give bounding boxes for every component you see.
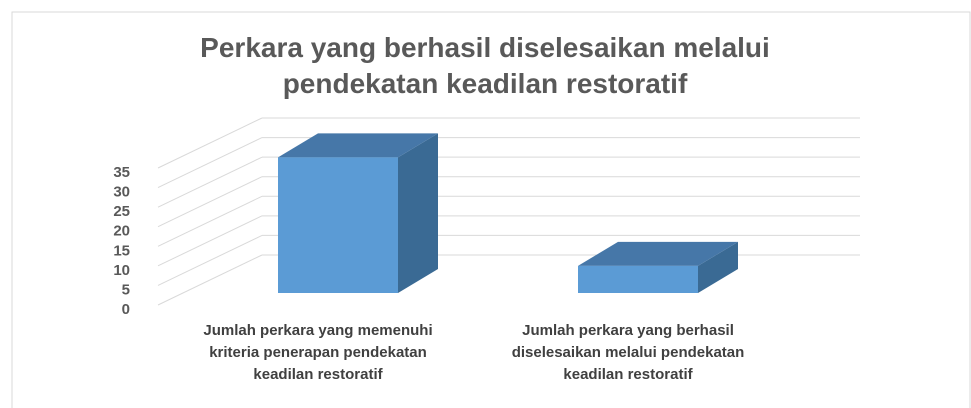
bar-side xyxy=(698,241,738,293)
bar-top xyxy=(278,133,438,158)
bar-top xyxy=(578,241,738,266)
y-tick-label: 10 xyxy=(113,262,130,279)
chart-title: Perkara yang berhasil diselesaikan melal… xyxy=(200,32,770,99)
bar-side xyxy=(398,133,438,293)
y-tick-label: 15 xyxy=(113,242,130,259)
y-tick-label: 25 xyxy=(113,203,130,220)
bar xyxy=(278,157,398,293)
y-tick-label: 0 xyxy=(122,301,130,318)
grid-line xyxy=(157,195,263,247)
x-tick-label: Jumlah perkara yang berhasil diselesaika… xyxy=(511,322,745,383)
y-tick-label: 30 xyxy=(113,184,130,201)
grid-line xyxy=(157,254,263,306)
y-tick-label: 20 xyxy=(113,223,130,240)
chart-border xyxy=(11,11,971,408)
y-tick-label: 35 xyxy=(113,164,130,181)
grid-line xyxy=(157,215,263,267)
y-tick-label: 5 xyxy=(122,281,130,298)
bar xyxy=(578,265,698,293)
grid-line xyxy=(157,234,263,286)
grid-line xyxy=(157,156,263,208)
grid-line xyxy=(157,176,263,228)
grid-line xyxy=(157,137,263,189)
x-tick-label: Jumlah perkara yang memenuhi kriteria pe… xyxy=(203,322,433,383)
grid-line xyxy=(157,117,263,169)
